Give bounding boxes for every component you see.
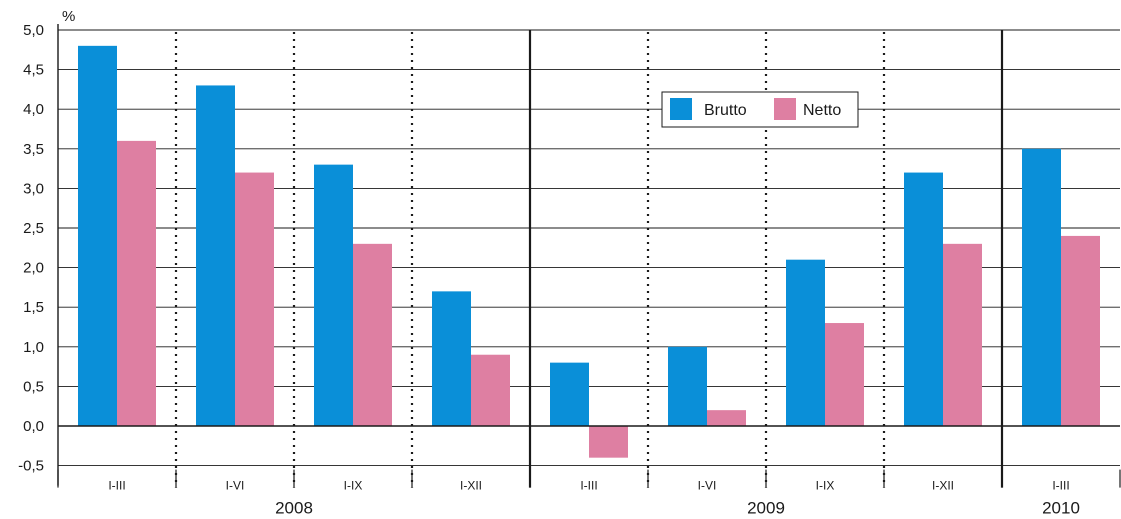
bar-netto: [471, 354, 510, 426]
bar-brutto: [78, 45, 117, 427]
bars: [78, 45, 1100, 458]
bar-netto: [1061, 235, 1100, 426]
y-tick-label: 4,5: [23, 62, 44, 79]
year-label: 2008: [275, 499, 313, 518]
legend-swatch-netto: [774, 98, 796, 120]
bar-netto: [117, 140, 156, 426]
x-tick-label: I-VI: [226, 479, 245, 493]
bar-brutto: [432, 291, 471, 426]
bar-brutto: [314, 164, 353, 426]
bar-netto: [825, 323, 864, 426]
y-tick-label: 1,0: [23, 339, 44, 356]
x-tick-label: I-VI: [698, 479, 717, 493]
x-tick-label: I-XII: [932, 479, 954, 493]
bar-netto: [943, 243, 982, 426]
x-tick-label: I-IX: [816, 479, 835, 493]
x-tick-label: I-III: [1052, 479, 1069, 493]
axes: [57, 24, 1121, 488]
y-tick-label: -0,5: [18, 458, 44, 475]
x-tick-label: I-III: [580, 479, 597, 493]
legend-swatch-brutto: [670, 98, 692, 120]
bar-netto: [235, 172, 274, 426]
bar-brutto: [786, 259, 825, 426]
y-tick-label: 0,5: [23, 378, 44, 395]
x-tick-label: I-IX: [344, 479, 363, 493]
bar-brutto: [1022, 148, 1061, 427]
y-tick-label: 0,0: [23, 418, 44, 435]
bar-brutto: [668, 346, 707, 426]
y-tick-label: 3,0: [23, 180, 44, 197]
bar-netto: [707, 410, 746, 426]
x-tick-label: I-III: [108, 479, 125, 493]
y-tick-label: 4,0: [23, 101, 44, 118]
legend: Brutto Netto: [661, 91, 859, 128]
year-label: 2009: [747, 499, 785, 518]
legend-label-netto: Netto: [803, 102, 841, 119]
labels: % -0,5 0,0 0,5 1,0 1,5 2,0 2,5 3,0 3,5 4,0 4,5 5,0 I…: [18, 8, 1080, 518]
bar-netto: [589, 426, 628, 458]
y-tick-label: 5,0: [23, 22, 44, 39]
bar-brutto: [196, 85, 235, 426]
legend-label-brutto: Brutto: [704, 102, 747, 119]
bar-brutto: [550, 362, 589, 426]
y-tick-label: 2,5: [23, 220, 44, 237]
y-tick-label: 3,5: [23, 141, 44, 158]
bar-netto: [353, 243, 392, 426]
y-tick-label: 2,0: [23, 260, 44, 277]
year-label: 2010: [1042, 499, 1080, 518]
bar-brutto: [904, 172, 943, 426]
legend-frame: [661, 91, 859, 128]
y-tick-label: 1,5: [23, 299, 44, 316]
x-tick-label: I-XII: [460, 479, 482, 493]
y-axis-unit-label: %: [62, 8, 75, 25]
